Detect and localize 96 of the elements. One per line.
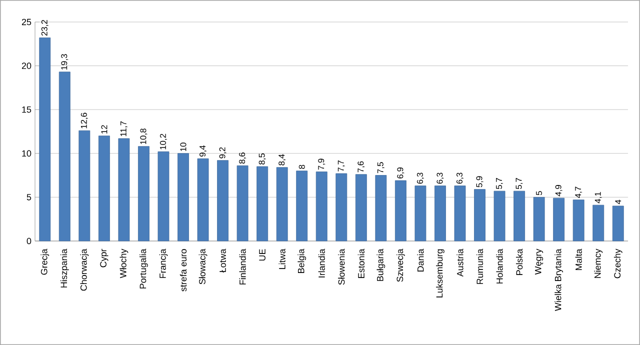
bar (316, 172, 328, 242)
x-tick-label: Dania (417, 248, 424, 272)
data-label: 6,3 (456, 172, 464, 184)
bar (375, 175, 387, 242)
bar (336, 173, 348, 242)
x-tick-label: Łotwa (220, 248, 226, 273)
bar (553, 198, 565, 242)
data-label: 6,9 (397, 167, 404, 178)
data-label: 12 (101, 125, 108, 134)
bar (394, 180, 406, 242)
bar (78, 130, 90, 242)
x-tick-label: Grecja (40, 248, 50, 275)
bar (58, 72, 70, 242)
x-tick-label: Malta (575, 248, 582, 270)
data-label: 23,2 (41, 20, 48, 36)
x-tick-label: Chorwacja (80, 248, 89, 291)
data-label: 19,3 (61, 54, 68, 70)
bar (39, 38, 51, 242)
x-tick-label: Czechy (614, 248, 622, 278)
y-tick-label: 15 (22, 106, 32, 113)
x-tick-label: strefa euro (180, 249, 187, 292)
x-tick-label: UE (259, 249, 266, 261)
data-label: 7,5 (377, 162, 384, 174)
x-tick-label: Portugalia (140, 248, 148, 288)
bar (276, 167, 288, 242)
bar (514, 190, 525, 242)
bar (474, 189, 486, 242)
x-tick-label: Luksemburg (436, 249, 444, 298)
x-tick-label: Finlandia (239, 248, 246, 284)
data-label: 6,3 (436, 172, 444, 184)
y-tick-label: 20 (22, 62, 32, 69)
bar (533, 197, 545, 242)
bar (256, 166, 268, 242)
bar (454, 186, 466, 242)
bar (355, 174, 367, 242)
x-tick-label: Francja (159, 248, 168, 278)
bar (118, 138, 130, 242)
bar (434, 186, 446, 242)
x-tick-label: Niemcy (594, 248, 603, 278)
data-label: 4,7 (575, 186, 582, 198)
x-tick-label: Irlandia (318, 248, 325, 278)
data-label: 5 (536, 191, 542, 196)
x-tick-label: Estonia (358, 248, 364, 278)
bar (98, 136, 110, 242)
bar (592, 204, 604, 242)
x-tick-label: Włochy (120, 248, 128, 278)
x-tick-label: Rumunia (476, 248, 484, 284)
bar (494, 190, 506, 242)
data-label: 5,7 (516, 178, 523, 190)
x-tick-label: Holandia (496, 248, 503, 284)
data-label: 7,9 (318, 158, 326, 170)
bar (138, 146, 150, 242)
bar (414, 186, 426, 242)
x-tick-label: Szwecja (396, 248, 405, 282)
y-tick-label: 10 (22, 150, 32, 157)
data-label: 4,1 (594, 192, 602, 204)
bar (236, 165, 248, 242)
data-label: 10,8 (140, 128, 148, 144)
data-label: 8,4 (278, 154, 286, 166)
data-label: 7,6 (358, 161, 365, 172)
x-tick-label: Polska (516, 248, 523, 275)
bar (612, 206, 624, 242)
x-tick-label: Belgia (298, 248, 306, 273)
bar (572, 200, 584, 242)
data-label: 10 (180, 142, 186, 152)
x-tick-label: Cypr (100, 248, 108, 268)
data-label: 5,9 (476, 176, 484, 188)
data-label: 5,7 (496, 178, 503, 190)
bar (217, 160, 228, 242)
data-label: 10,2 (160, 134, 167, 150)
data-label: 8 (298, 164, 305, 169)
data-label: 4 (615, 200, 622, 204)
x-tick-label: Austria (456, 248, 464, 277)
y-tick-label: 0 (26, 238, 32, 244)
data-label: 8,5 (258, 153, 266, 164)
data-label: 12,6 (80, 112, 88, 128)
y-tick-label: 25 (22, 18, 32, 26)
x-tick-label: Wielka Brytania (554, 248, 563, 312)
bar (296, 170, 308, 242)
data-label: 8,6 (239, 152, 246, 164)
data-label: 11,7 (120, 121, 128, 136)
y-tick-label: 5 (26, 194, 32, 200)
bar (158, 151, 170, 242)
bar (197, 158, 209, 242)
x-tick-label: Węgry (535, 248, 544, 275)
x-tick-label: Hiszpania (60, 248, 69, 288)
data-label: 9,4 (200, 145, 207, 157)
data-label: 4,9 (555, 185, 562, 196)
bar (178, 153, 189, 242)
x-tick-label: Litwa (278, 248, 286, 269)
data-label: 7,7 (338, 160, 345, 172)
x-tick-label: Bułgaria (376, 248, 386, 281)
x-tick-label: Słowacja (198, 248, 208, 284)
data-label: 9,2 (219, 147, 226, 158)
x-tick-label: Słowenia (338, 248, 345, 285)
data-label: 6,3 (416, 172, 424, 184)
